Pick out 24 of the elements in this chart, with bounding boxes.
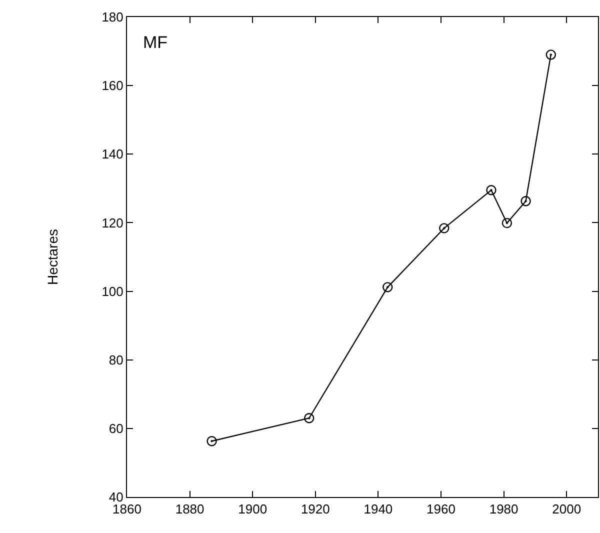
y-tick-label: 120 xyxy=(102,215,124,230)
y-tick-label: 180 xyxy=(102,10,124,25)
x-tick-label: 1940 xyxy=(364,502,393,517)
y-tick-label: 60 xyxy=(108,420,124,436)
y-tick-label: 160 xyxy=(102,78,124,94)
x-tick-label: 1960 xyxy=(426,502,456,517)
y-tick-label: 80 xyxy=(108,352,124,368)
point xyxy=(382,282,393,292)
y-axis-title: Hectares xyxy=(44,228,60,286)
point xyxy=(546,50,556,60)
point xyxy=(439,223,450,234)
point xyxy=(502,218,512,228)
x-tick-label: 1980 xyxy=(489,502,518,517)
point xyxy=(206,436,217,446)
point xyxy=(486,185,496,196)
x-tick-label: 1920 xyxy=(300,502,330,517)
point xyxy=(520,196,531,206)
point xyxy=(304,413,314,424)
y-tick-label: 100 xyxy=(102,284,124,299)
x-tick-label: 2000 xyxy=(552,502,582,517)
annotation: MF xyxy=(143,33,168,52)
x-tick-label: 1880 xyxy=(175,502,204,517)
y-tick-label: 140 xyxy=(102,146,124,162)
x-tick-label: 1900 xyxy=(238,502,268,517)
